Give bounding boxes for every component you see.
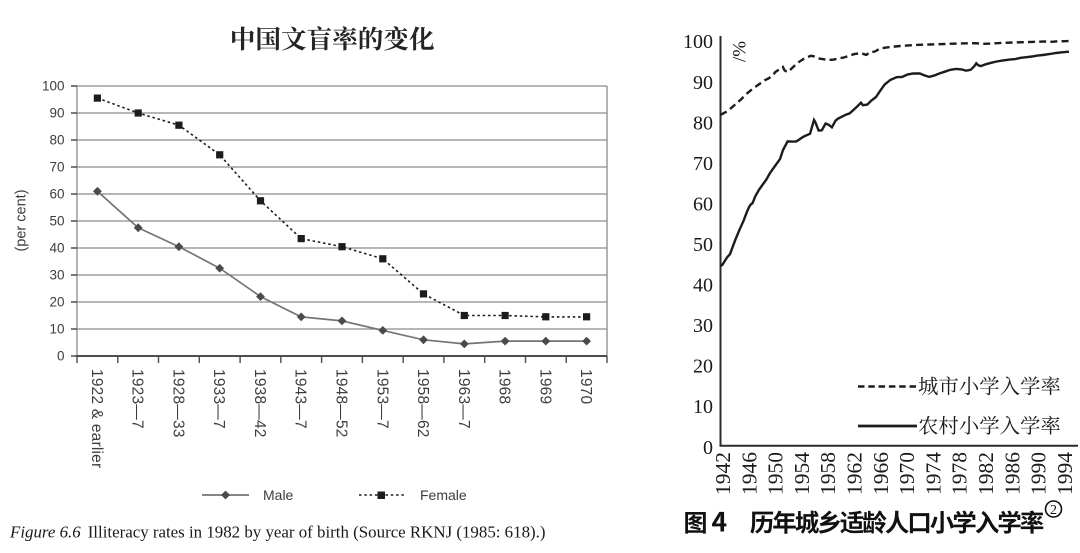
svg-text:1923—7: 1923—7 — [129, 369, 146, 429]
svg-text:1928—33: 1928—33 — [169, 369, 186, 438]
svg-text:0: 0 — [703, 437, 713, 459]
svg-text:0: 0 — [57, 349, 65, 364]
svg-text:1922 & earlier: 1922 & earlier — [88, 369, 105, 468]
svg-text:Female: Female — [420, 487, 467, 503]
svg-text:1990: 1990 — [1027, 452, 1051, 495]
svg-text:70: 70 — [693, 153, 713, 175]
svg-text:1938—42: 1938—42 — [251, 369, 268, 438]
svg-text:1978: 1978 — [948, 452, 972, 495]
svg-text:90: 90 — [693, 72, 713, 94]
svg-text:1933—7: 1933—7 — [210, 369, 227, 429]
svg-text:1958: 1958 — [816, 452, 840, 495]
svg-text:1958—62: 1958—62 — [414, 369, 431, 438]
svg-text:1942: 1942 — [711, 452, 735, 495]
svg-text:Male: Male — [263, 487, 294, 503]
svg-text:10: 10 — [49, 322, 64, 337]
svg-text:50: 50 — [49, 214, 64, 229]
svg-text:30: 30 — [693, 315, 713, 337]
svg-text:1962: 1962 — [843, 452, 867, 495]
svg-text:1994: 1994 — [1053, 452, 1077, 495]
svg-text:60: 60 — [49, 187, 64, 202]
svg-text:1954: 1954 — [790, 452, 814, 495]
svg-text:1953—7: 1953—7 — [373, 369, 390, 429]
svg-text:1970: 1970 — [895, 452, 919, 495]
svg-text:1968: 1968 — [496, 369, 513, 404]
svg-text:40: 40 — [49, 241, 64, 256]
svg-text:90: 90 — [49, 106, 64, 121]
svg-text:1970: 1970 — [577, 369, 594, 404]
svg-text:/%: /% — [730, 41, 751, 62]
svg-text:1982: 1982 — [974, 452, 998, 495]
svg-text:30: 30 — [49, 268, 64, 283]
svg-text:1948—52: 1948—52 — [333, 369, 350, 438]
svg-text:1969: 1969 — [536, 369, 553, 404]
svg-text:10: 10 — [693, 396, 713, 418]
svg-text:70: 70 — [49, 160, 64, 175]
svg-text:1943—7: 1943—7 — [292, 369, 309, 429]
svg-text:2: 2 — [1050, 503, 1057, 518]
svg-text:60: 60 — [693, 193, 713, 215]
svg-text:1950: 1950 — [764, 452, 788, 495]
svg-text:100: 100 — [42, 79, 65, 94]
svg-text:1966: 1966 — [869, 452, 893, 495]
svg-text:20: 20 — [49, 295, 64, 310]
svg-text:80: 80 — [49, 133, 64, 148]
svg-text:80: 80 — [693, 112, 713, 134]
svg-text:50: 50 — [693, 234, 713, 256]
svg-text:20: 20 — [693, 356, 713, 378]
svg-text:1963—7: 1963—7 — [455, 369, 472, 429]
svg-text:40: 40 — [693, 275, 713, 297]
svg-text:1946: 1946 — [737, 452, 761, 495]
svg-text:1974: 1974 — [921, 452, 945, 495]
svg-text:(per cent): (per cent) — [14, 189, 30, 251]
svg-text:1986: 1986 — [1000, 452, 1024, 495]
svg-text:100: 100 — [683, 31, 713, 53]
